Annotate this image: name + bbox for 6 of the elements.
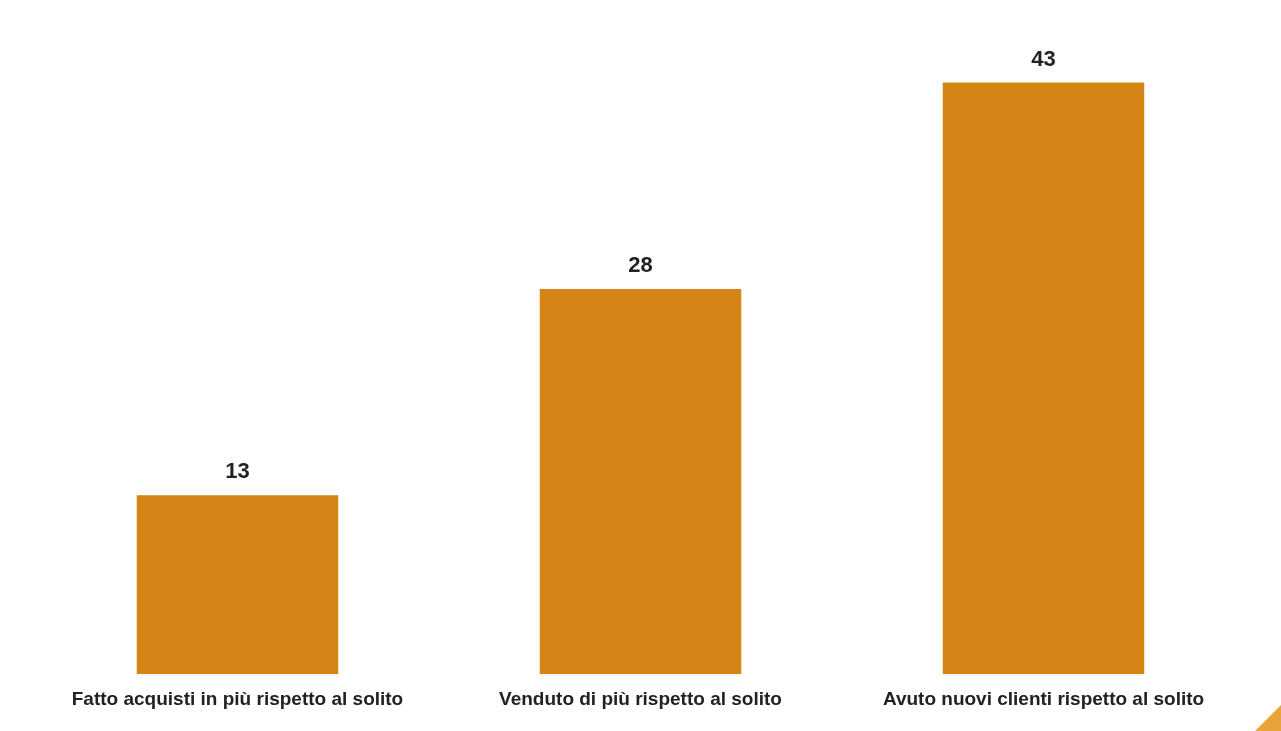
data-label: 43 xyxy=(1031,45,1056,71)
data-label: 13 xyxy=(225,458,250,484)
x-tick-label: Venduto di più rispetto al solito xyxy=(499,687,782,709)
x-tick-label: Fatto acquisti in più rispetto al solito xyxy=(71,687,404,709)
data-label: 28 xyxy=(628,251,653,277)
x-tick-label: Avuto nuovi clienti rispetto al solito xyxy=(882,687,1205,709)
